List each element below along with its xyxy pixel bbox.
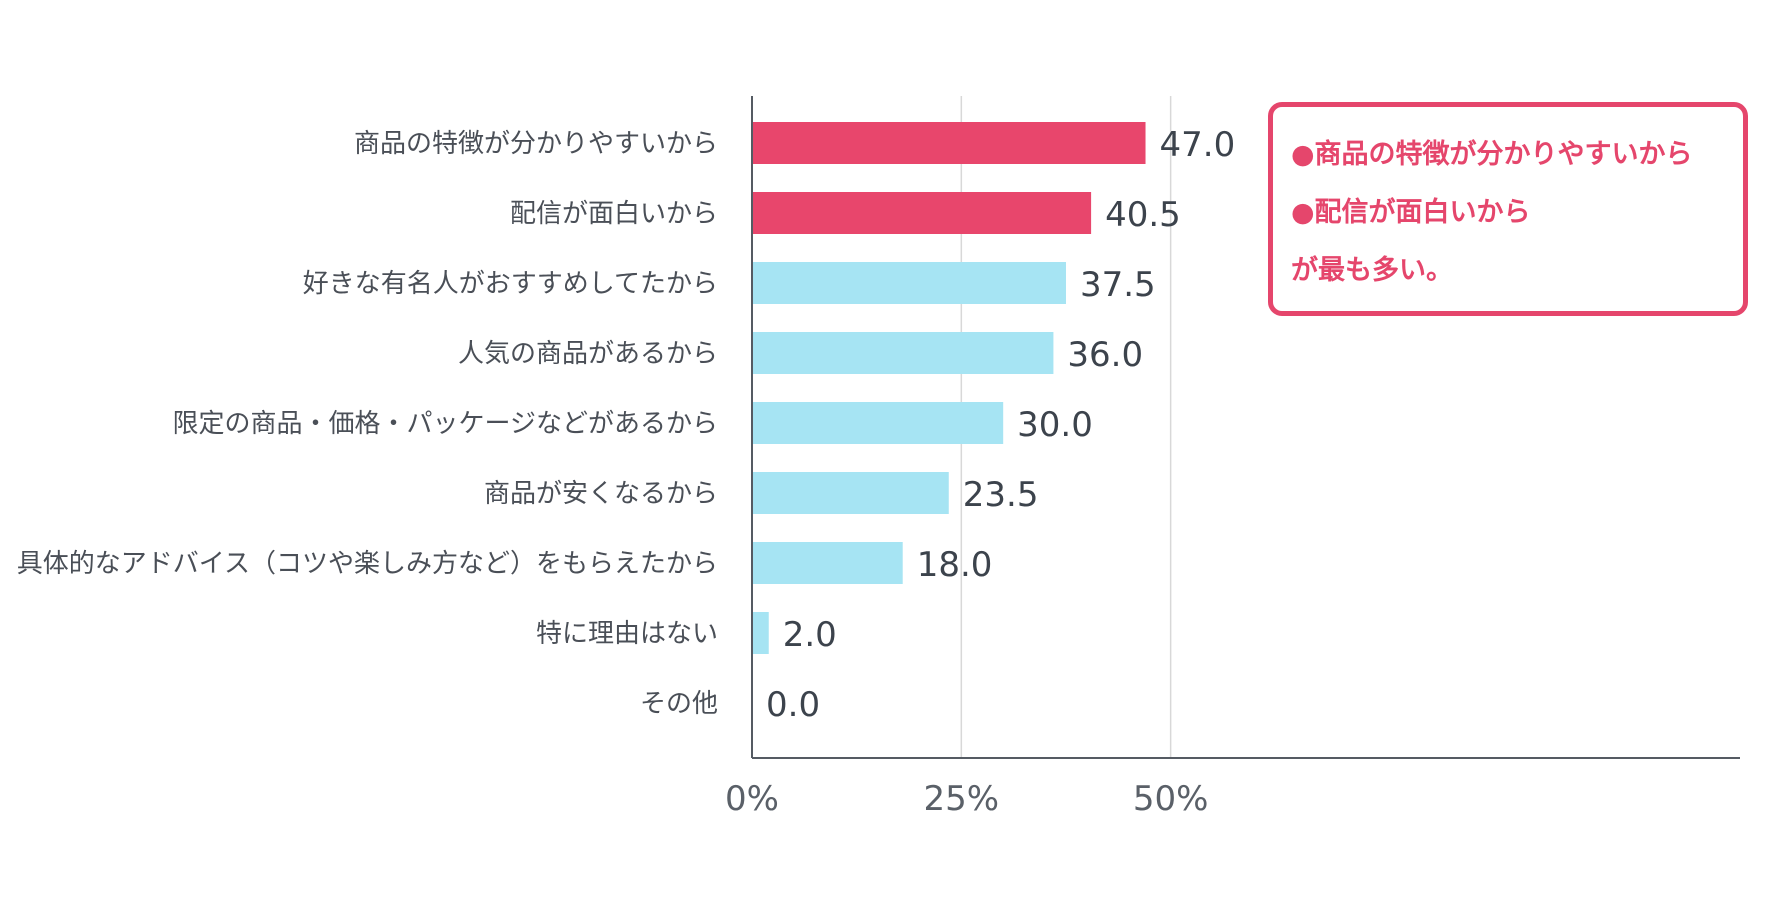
x-tick-label-25: 25% bbox=[924, 779, 1000, 819]
value-label-7: 2.0 bbox=[783, 615, 837, 655]
value-label-1: 40.5 bbox=[1105, 195, 1181, 235]
bar-0 bbox=[752, 122, 1146, 164]
summary-note: ●商品の特徴が分かりやすいから ●配信が面白いから が最も多い。 bbox=[1268, 102, 1748, 316]
value-label-0: 47.0 bbox=[1160, 125, 1236, 165]
category-label-0: 商品の特徴が分かりやすいから bbox=[354, 129, 718, 159]
bar-1 bbox=[752, 192, 1092, 234]
category-label-8: その他 bbox=[640, 689, 718, 719]
category-label-6: 具体的なアドバイス（コツや楽しみ方など）をもらえたから bbox=[17, 549, 718, 579]
value-label-3: 36.0 bbox=[1067, 335, 1143, 375]
value-label-5: 23.5 bbox=[963, 475, 1039, 515]
bar-4 bbox=[752, 402, 1004, 444]
bar-3 bbox=[752, 332, 1054, 374]
category-label-4: 限定の商品・価格・パッケージなどがあるから bbox=[173, 409, 718, 439]
x-tick-label-50: 50% bbox=[1133, 779, 1209, 819]
value-label-8: 0.0 bbox=[766, 685, 820, 725]
category-label-1: 配信が面白いから bbox=[510, 199, 718, 229]
category-labels: 商品の特徴が分かりやすいから配信が面白いから好きな有名人がおすすめしてたから人気… bbox=[17, 129, 718, 719]
value-labels: 47.0 40.5 37.5 36.0 30.0 23.5 18.0 2.0 0.0 bbox=[766, 125, 1235, 725]
x-tick-label-0: 0% bbox=[725, 779, 779, 819]
category-label-3: 人気の商品があるから bbox=[458, 339, 718, 369]
value-label-2: 37.5 bbox=[1080, 265, 1156, 305]
x-tick-labels: 0% 25% 50% bbox=[725, 779, 1208, 819]
bar-2 bbox=[752, 262, 1066, 304]
category-label-7: 特に理由はない bbox=[536, 619, 718, 649]
note-line-2: ●配信が面白いから bbox=[1291, 197, 1531, 228]
bar-5 bbox=[752, 472, 949, 514]
bar-7 bbox=[752, 612, 769, 654]
bars bbox=[752, 122, 1146, 654]
category-label-5: 商品が安くなるから bbox=[484, 479, 718, 509]
note-line-1: ●商品の特徴が分かりやすいから bbox=[1291, 139, 1693, 170]
value-label-6: 18.0 bbox=[917, 545, 993, 585]
note-line-3: が最も多い。 bbox=[1291, 255, 1453, 286]
value-label-4: 30.0 bbox=[1017, 405, 1093, 445]
bar-6 bbox=[752, 542, 903, 584]
category-label-2: 好きな有名人がおすすめしてたから bbox=[303, 269, 718, 299]
